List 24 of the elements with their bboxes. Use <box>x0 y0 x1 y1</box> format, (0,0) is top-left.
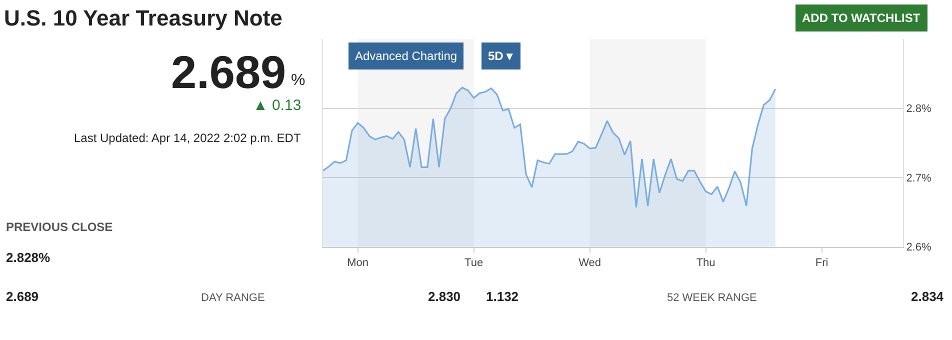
y-tick-label: 2.8% <box>906 103 932 116</box>
text: 52 WEEK RANGE <box>667 292 757 304</box>
x-tick-label: Fri <box>815 257 828 270</box>
text: ▲ 0.13 <box>253 97 302 114</box>
annotation: Advanced Charting <box>355 49 458 63</box>
text: 2.830 <box>428 289 461 304</box>
text: 1.132 <box>486 289 519 304</box>
annotation: 5D ▾ <box>488 49 514 63</box>
text: 2.689 <box>171 46 286 98</box>
y-tick-label: 2.7% <box>906 172 932 184</box>
x-tick-label: Thu <box>696 257 716 270</box>
x-tick-label: Tue <box>464 257 484 270</box>
text: 2.689 <box>6 289 39 304</box>
x-tick-label: Wed <box>578 257 602 270</box>
text: PREVIOUS CLOSE <box>6 220 113 234</box>
text: 2.828% <box>6 250 51 265</box>
x-tick-label: Mon <box>347 257 369 270</box>
y-tick-label: 2.6% <box>906 242 932 254</box>
text: % <box>291 72 306 89</box>
text: Last Updated: Apr 14, 2022 2:02 p.m. EDT <box>74 131 302 145</box>
text: ADD TO WATCHLIST <box>802 11 921 25</box>
text: 2.834 <box>911 289 944 304</box>
text: DAY RANGE <box>201 292 265 304</box>
text: U.S. 10 Year Treasury Note <box>4 6 282 31</box>
